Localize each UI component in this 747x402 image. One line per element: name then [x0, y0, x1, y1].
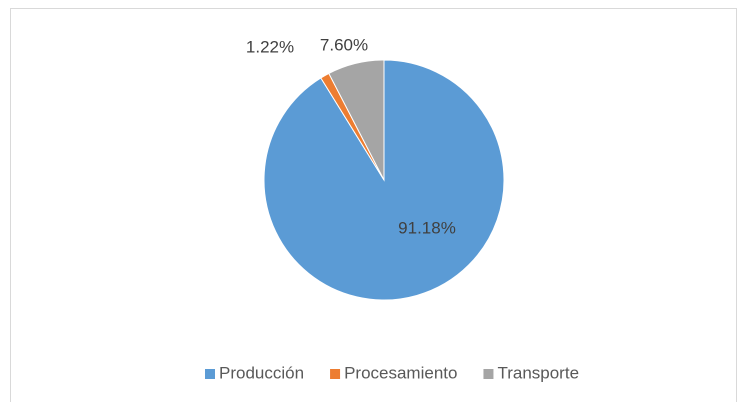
legend-swatch [205, 369, 215, 379]
data-label: 7.60% [320, 35, 368, 54]
data-label: 1.22% [246, 37, 294, 56]
legend-label: Procesamiento [344, 363, 457, 382]
data-label: 91.18% [398, 218, 456, 237]
legend-label: Transporte [497, 363, 579, 382]
legend-swatch [330, 369, 341, 379]
legend-label: Producción [219, 363, 304, 382]
legend-swatch [483, 369, 494, 379]
pie-slice [328, 59, 385, 181]
